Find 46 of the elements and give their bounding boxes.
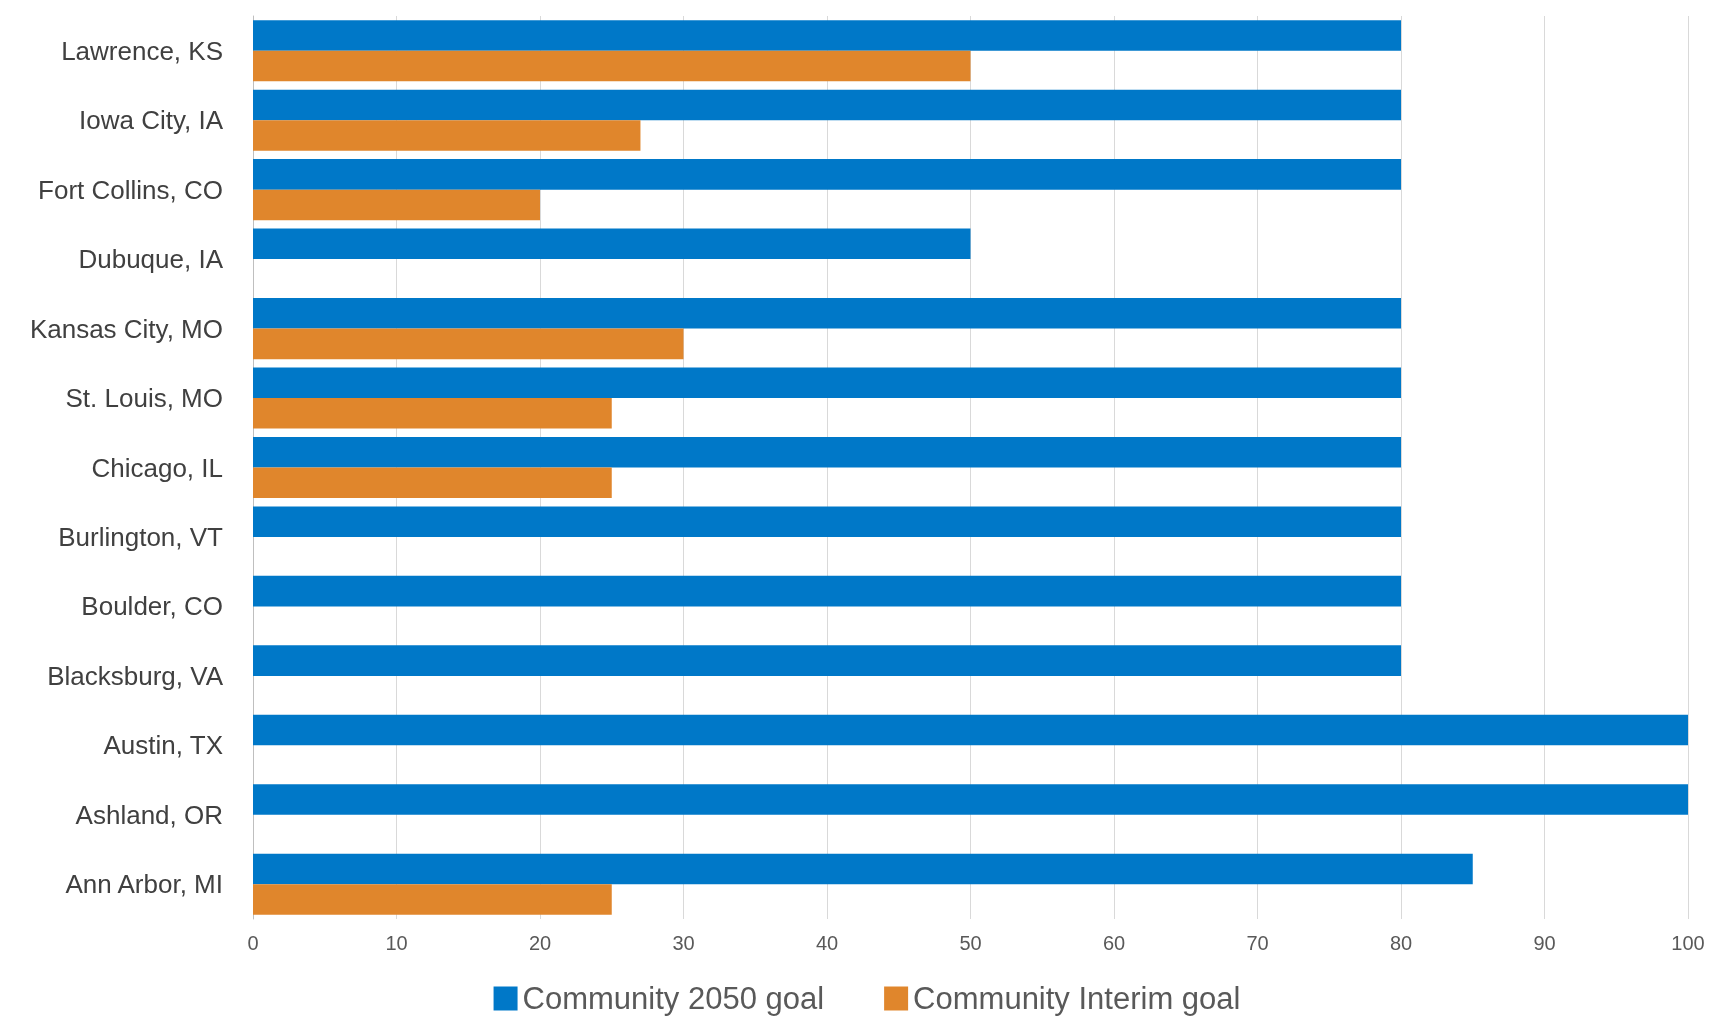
y-tick-label: Dubuque, IA (78, 244, 224, 275)
y-tick-label: Kansas City, MO (29, 313, 223, 344)
x-tick-label: 10 (385, 932, 408, 954)
legend-label: Community 2050 goal (522, 981, 825, 1016)
bar (253, 398, 612, 429)
bar (253, 89, 1401, 121)
y-tick-label: Austin, TX (103, 730, 223, 761)
x-tick-label: 40 (815, 932, 839, 954)
x-tick-label: 70 (1246, 932, 1269, 954)
y-tick-label: Boulder, CO (81, 591, 223, 622)
y-tick-label: Iowa City, IA (78, 105, 224, 136)
bar (253, 506, 1401, 537)
y-tick-label: Chicago, IL (91, 452, 223, 483)
bar (253, 575, 1401, 607)
y-tick-label: Ann Arbor, MI (65, 869, 223, 900)
bar (253, 328, 684, 360)
bar (253, 20, 1401, 51)
y-tick-label: Blacksburg, VA (47, 660, 224, 691)
x-tick-label: 30 (672, 932, 695, 954)
bar (253, 436, 1401, 468)
x-tick-label: 20 (528, 932, 552, 954)
y-tick-label: Burlington, VT (58, 521, 224, 552)
bar (253, 50, 971, 82)
bar (253, 645, 1401, 676)
x-tick-label: 90 (1533, 932, 1556, 954)
x-tick-label: 0 (247, 932, 259, 954)
bar (253, 159, 1401, 190)
x-tick-label: 50 (959, 932, 982, 954)
y-tick-label: Fort Collins, CO (38, 174, 223, 205)
bar (253, 120, 641, 151)
bar (253, 228, 971, 260)
y-tick-label: St. Louis, MO (65, 383, 223, 414)
bar (253, 714, 1688, 746)
bar (253, 784, 1688, 815)
bar (253, 298, 1401, 329)
y-tick-label: Ashland, OR (75, 799, 223, 830)
bar (253, 189, 540, 221)
y-tick-label: Lawrence, KS (61, 35, 223, 66)
x-tick-label: 100 (1671, 932, 1705, 954)
x-tick-label: 60 (1102, 932, 1126, 954)
bar (253, 467, 612, 499)
x-tick-label: 80 (1389, 932, 1413, 954)
bar (253, 884, 612, 915)
bar (253, 853, 1473, 885)
bar (253, 367, 1401, 399)
legend-label: Community Interim goal (913, 981, 1241, 1016)
